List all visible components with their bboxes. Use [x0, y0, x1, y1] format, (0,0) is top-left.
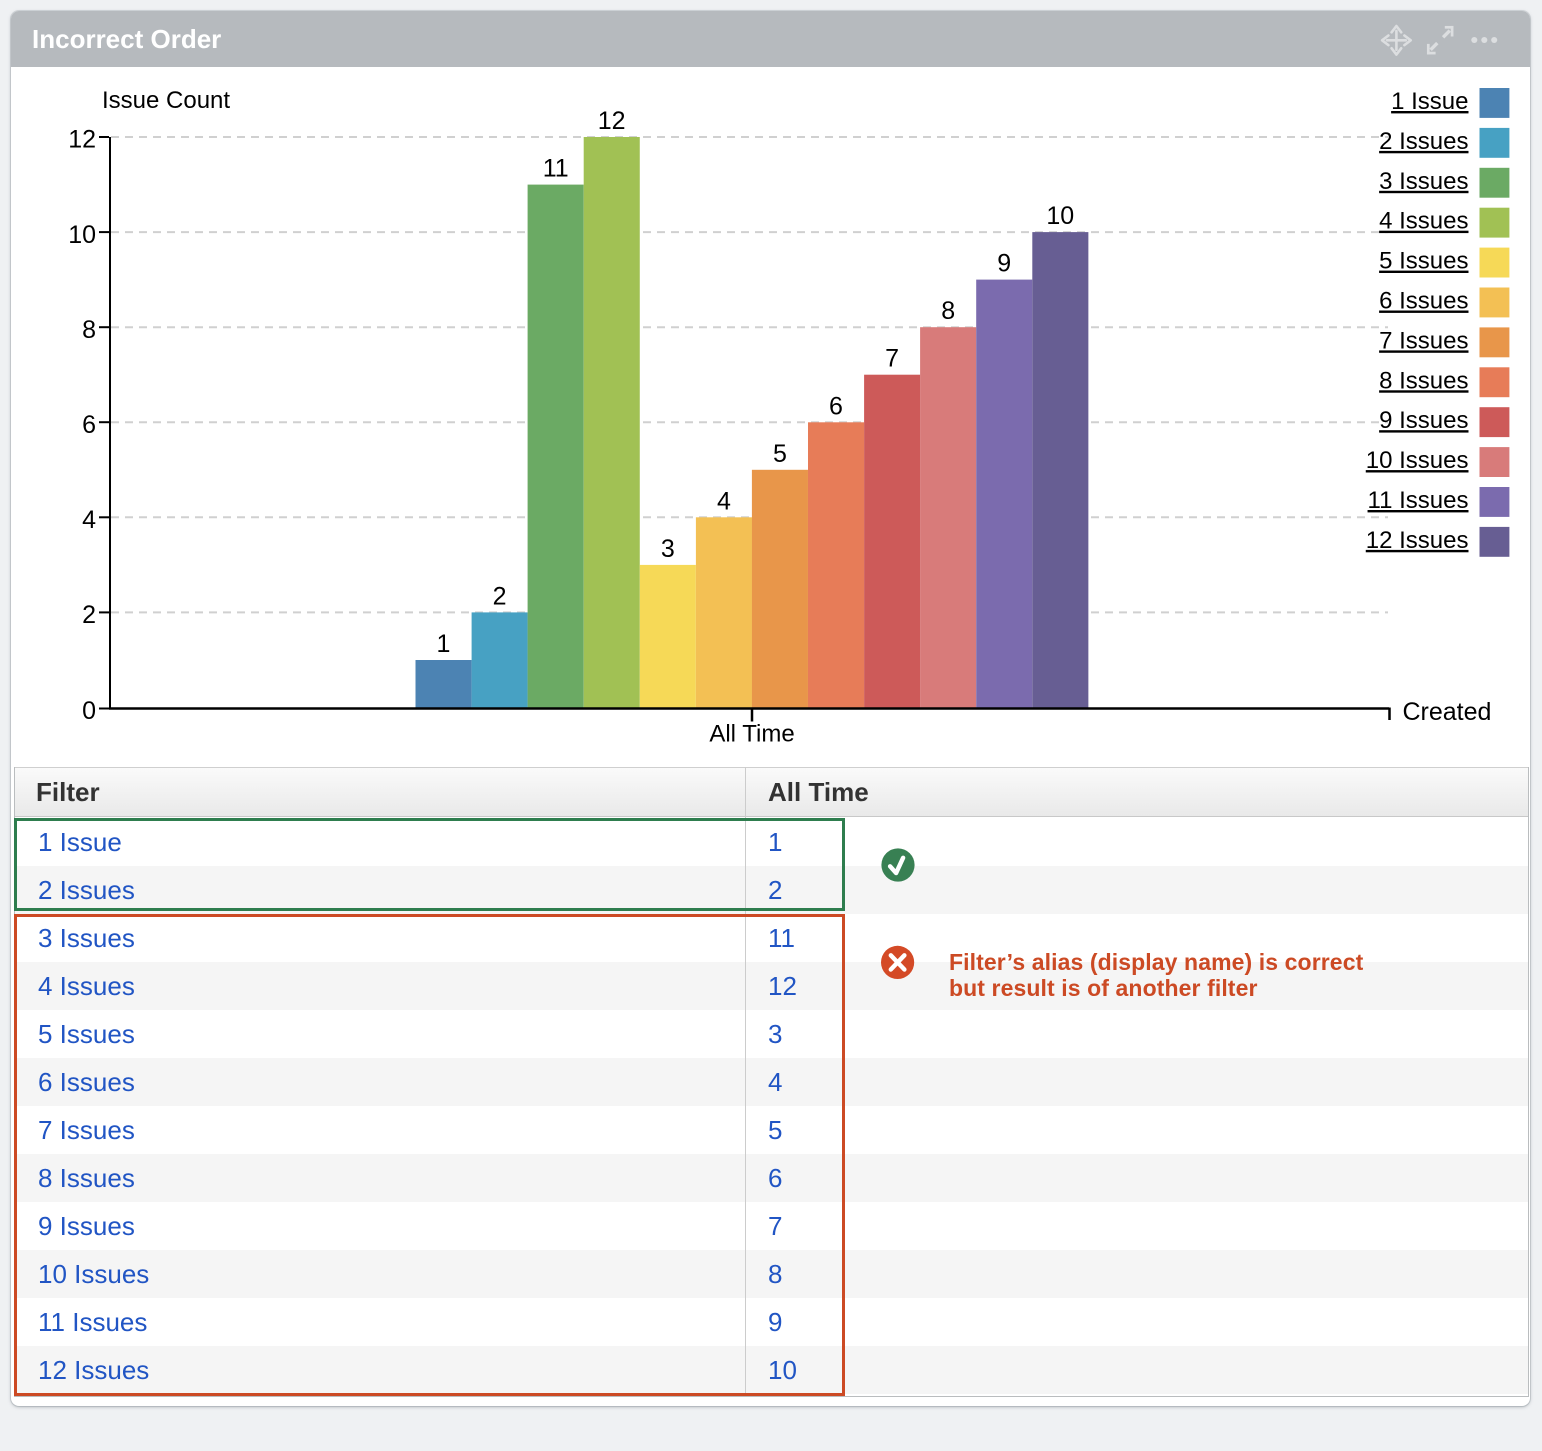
- svg-text:All Time: All Time: [709, 721, 794, 748]
- svg-text:1: 1: [437, 630, 451, 658]
- svg-text:3: 3: [661, 535, 675, 563]
- svg-text:5: 5: [773, 440, 787, 468]
- svg-text:7 Issues: 7 Issues: [1379, 327, 1468, 354]
- svg-text:10 Issues: 10 Issues: [1366, 447, 1469, 474]
- svg-text:8 Issues: 8 Issues: [1379, 367, 1468, 394]
- svg-text:4 Issues: 4 Issues: [1379, 208, 1468, 235]
- svg-text:6: 6: [829, 392, 843, 420]
- svg-text:5 Issues: 5 Issues: [1379, 248, 1468, 275]
- svg-text:12 Issues: 12 Issues: [1366, 527, 1469, 554]
- svg-text:0: 0: [82, 697, 96, 725]
- svg-text:Issue Count: Issue Count: [102, 87, 230, 114]
- svg-text:Created: Created: [1403, 698, 1492, 726]
- svg-text:10: 10: [68, 221, 96, 249]
- svg-text:11 Issues: 11 Issues: [1368, 487, 1469, 514]
- svg-text:10: 10: [1046, 202, 1074, 230]
- svg-text:8: 8: [82, 316, 96, 344]
- svg-text:4: 4: [82, 506, 96, 534]
- svg-text:4: 4: [717, 487, 731, 515]
- svg-text:9: 9: [997, 250, 1011, 278]
- svg-text:6 Issues: 6 Issues: [1379, 288, 1468, 315]
- svg-text:1 Issue: 1 Issue: [1391, 88, 1468, 115]
- svg-text:12: 12: [598, 107, 626, 135]
- svg-text:2: 2: [82, 601, 96, 629]
- svg-text:9 Issues: 9 Issues: [1379, 407, 1468, 434]
- svg-text:11: 11: [543, 155, 569, 183]
- svg-text:7: 7: [885, 345, 899, 373]
- svg-text:2 Issues: 2 Issues: [1379, 128, 1468, 155]
- svg-text:3 Issues: 3 Issues: [1379, 168, 1468, 195]
- svg-text:8: 8: [941, 297, 955, 325]
- svg-text:12: 12: [68, 126, 96, 154]
- svg-text:2: 2: [493, 582, 507, 610]
- svg-text:6: 6: [82, 411, 96, 439]
